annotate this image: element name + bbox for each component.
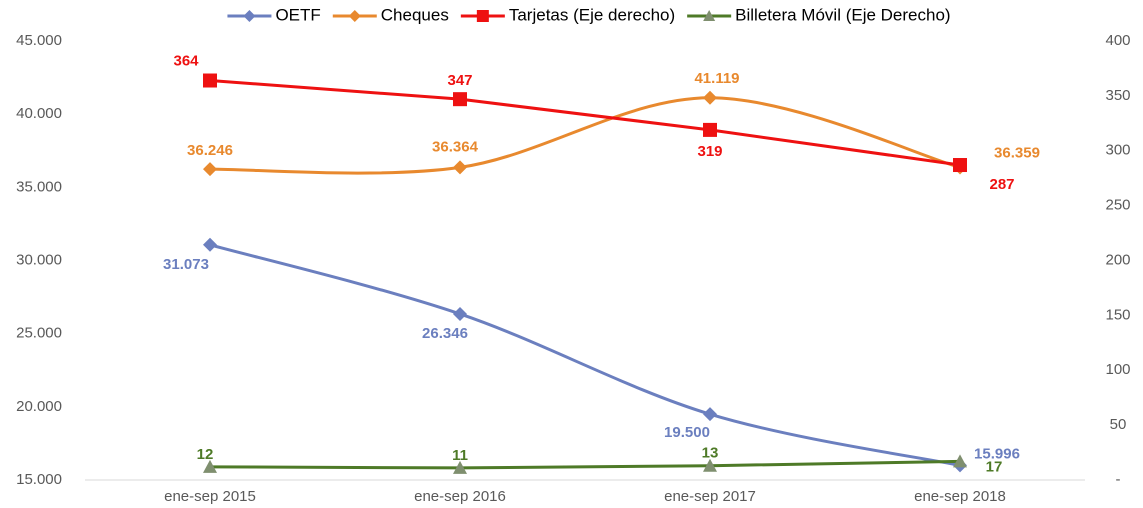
data-label: 41.119 (694, 70, 739, 87)
data-label: 11 (452, 447, 468, 464)
legend-label: OETF (275, 5, 320, 24)
data-label: 36.246 (187, 142, 233, 159)
marker (453, 306, 467, 321)
marker (453, 160, 467, 175)
y2-tick-label: 200 (1105, 251, 1130, 268)
data-label: 17 (986, 458, 1003, 475)
series-line (209, 79, 961, 167)
x-tick-label: ene-sep 2016 (414, 488, 506, 505)
y-tick-label: 35.000 (16, 178, 62, 195)
data-label: 12 (197, 446, 214, 463)
data-label: 287 (989, 176, 1014, 193)
data-label: 319 (697, 143, 722, 160)
data-label: 36.359 (994, 144, 1040, 161)
marker (703, 90, 717, 105)
marker (703, 122, 717, 137)
y2-tick-label: 300 (1105, 142, 1130, 159)
data-label: 31.073 (163, 256, 209, 273)
y2-tick-label: 50 (1110, 416, 1127, 433)
series-line (209, 243, 961, 467)
legend-marker (348, 10, 361, 22)
marker (203, 73, 217, 88)
legend-marker (243, 10, 256, 22)
data-label: 36.364 (432, 138, 479, 155)
y-tick-label: 25.000 (16, 325, 62, 342)
legend-label: Billetera Móvil (Eje Derecho) (735, 5, 950, 24)
y-tick-label: 20.000 (16, 398, 62, 415)
data-label: 364 (173, 52, 199, 69)
y-tick-label: 15.000 (16, 471, 62, 488)
x-tick-label: ene-sep 2015 (164, 488, 256, 505)
y-tick-label: 45.000 (16, 32, 62, 49)
legend-label: Cheques (381, 5, 449, 24)
legend-marker (476, 10, 489, 22)
marker (953, 158, 967, 173)
data-label: 19.500 (664, 424, 710, 441)
y-tick-label: 40.000 (16, 105, 62, 122)
legend-label: Tarjetas (Eje derecho) (509, 5, 675, 24)
marker (703, 407, 717, 422)
y2-tick-label: 350 (1105, 87, 1130, 104)
x-tick-label: ene-sep 2017 (664, 488, 756, 505)
data-label: 13 (702, 445, 719, 462)
marker (953, 454, 967, 468)
y2-tick-label: 150 (1105, 306, 1130, 323)
marker (203, 459, 217, 473)
y2-tick-label: 100 (1105, 361, 1130, 378)
data-label: 15.996 (974, 445, 1020, 462)
y2-tick-label: 400 (1105, 32, 1130, 49)
series-line (209, 459, 961, 470)
series-line (209, 96, 961, 175)
marker (453, 92, 467, 107)
data-label: 26.346 (422, 325, 468, 342)
y-tick-label: 30.000 (16, 251, 62, 268)
data-label: 347 (447, 72, 472, 89)
x-tick-label: ene-sep 2018 (914, 488, 1006, 505)
marker (453, 460, 467, 474)
marker (703, 458, 717, 472)
y2-tick-label: 250 (1105, 197, 1130, 214)
y2-tick-label: - (1116, 471, 1121, 488)
marker (203, 237, 217, 252)
marker (203, 162, 217, 177)
legend-marker (703, 10, 716, 21)
